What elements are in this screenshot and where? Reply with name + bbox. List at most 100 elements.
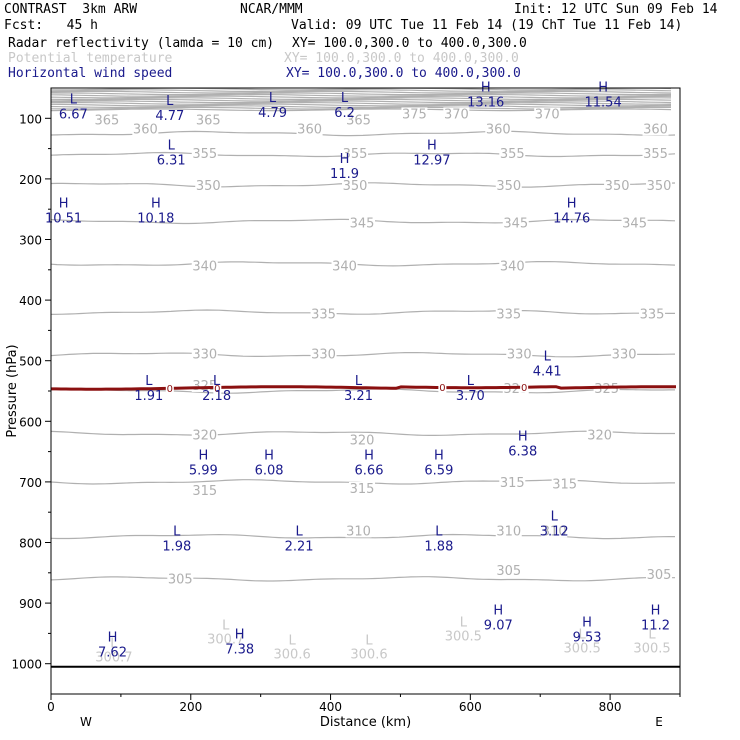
theta-label-bg — [191, 146, 218, 160]
theta-band-line — [50, 106, 671, 110]
y-tick-label: 400 — [19, 294, 42, 308]
wind-extremum-marker: H — [108, 631, 118, 646]
theta-label: 330 — [612, 347, 637, 362]
field-label-theta: Potential temperature — [8, 51, 173, 66]
theta-contour-330 — [50, 352, 676, 358]
theta-label-bg — [499, 475, 526, 489]
theta-label-bg — [310, 307, 337, 321]
theta-label: 360 — [643, 123, 668, 138]
theta-label: 330 — [507, 347, 532, 362]
wind-extremum-value: 11.54 — [585, 95, 622, 110]
theta-label: 350 — [496, 179, 521, 194]
wind-extremum-marker: H — [364, 449, 374, 464]
theta-label-bg — [443, 107, 470, 121]
y-axis-label: Pressure (hPa) — [5, 344, 20, 437]
theta-band-line — [50, 103, 672, 107]
theta-label: 310 — [346, 524, 371, 539]
wind-extremum-marker: H — [340, 152, 350, 167]
theta-band-line — [50, 94, 672, 97]
wind-extremum-value: 11.2 — [641, 618, 670, 633]
theta-label: 370 — [535, 107, 560, 122]
wind-extremum-marker: L — [213, 374, 221, 389]
theta-label-bg — [495, 178, 522, 192]
theta-label-bg — [167, 572, 194, 586]
theta-extremum-value: 300.6 — [274, 648, 311, 663]
theta-label: 315 — [192, 484, 217, 499]
theta-label-bg — [349, 433, 376, 447]
theta-label: 355 — [500, 147, 525, 162]
theta-label-bg — [642, 122, 669, 136]
theta-contour-325 — [50, 388, 675, 394]
theta-extremum-marker: L — [288, 634, 296, 649]
y-tick-label: 500 — [19, 355, 42, 369]
x-tick-label: 400 — [319, 700, 342, 714]
theta-label-bg — [132, 122, 159, 136]
field-xy-wind: XY= 100.0,300.0 to 400.0,300.0 — [286, 66, 521, 81]
theta-band-line — [50, 102, 672, 105]
theta-band-line — [50, 95, 672, 99]
wind-extremum-value: 3.21 — [344, 389, 373, 404]
reflectivity-label-bg — [165, 382, 174, 394]
theta-label-bg — [195, 178, 222, 192]
theta-label: 335 — [640, 307, 665, 322]
theta-label-bg — [195, 113, 222, 127]
theta-label: 360 — [486, 123, 511, 138]
theta-label: 365 — [346, 114, 371, 129]
theta-band-line — [50, 105, 672, 108]
y-tick-label: 1000 — [11, 658, 42, 672]
wind-extremum-value: 13.16 — [467, 95, 504, 110]
reflectivity-label-bg — [520, 381, 529, 393]
wind-extremum-marker: H — [198, 449, 208, 464]
theta-label-bg — [191, 259, 218, 273]
y-tick-label: 100 — [19, 112, 42, 126]
wind-extremum-marker: L — [173, 524, 181, 539]
theta-contour-310 — [50, 533, 675, 540]
theta-label: 355 — [343, 147, 368, 162]
wind-extremum-value: 2.18 — [202, 389, 231, 404]
theta-label: 350 — [196, 179, 221, 194]
theta-label: 330 — [192, 347, 217, 362]
wind-extremum-value: 6.66 — [355, 464, 384, 479]
wind-extremum-marker: L — [544, 349, 552, 364]
theta-label-bg — [639, 307, 666, 321]
valid-time: Valid: 09 UTC Tue 11 Feb 14 (19 ChT Tue … — [291, 18, 683, 33]
theta-label: 355 — [643, 147, 668, 162]
theta-label: 310 — [542, 524, 567, 539]
theta-label: 340 — [332, 260, 357, 275]
wind-extremum-value: 14.76 — [553, 212, 590, 227]
wind-extremum-value: 12.97 — [413, 153, 450, 168]
field-xy-theta: XY= 100.0,300.0 to 400.0,300.0 — [284, 51, 519, 66]
theta-label-bg — [534, 107, 561, 121]
wind-extremum-marker: L — [341, 91, 349, 106]
wind-extremum-marker: L — [145, 374, 153, 389]
theta-label-bg — [349, 481, 376, 495]
theta-label-bg — [345, 113, 372, 127]
x-tick-label: 600 — [459, 700, 482, 714]
wind-extremum-marker: H — [567, 197, 577, 212]
theta-label: 310 — [496, 524, 521, 539]
wind-extremum-marker: H — [493, 603, 503, 618]
y-tick-label: 200 — [19, 173, 42, 187]
y-tick-label: 300 — [19, 234, 42, 248]
wind-extremum-value: 5.99 — [189, 464, 218, 479]
theta-label-bg — [191, 483, 218, 497]
theta-label: 325 — [594, 382, 619, 397]
wind-extremum-value: 10.51 — [45, 212, 82, 227]
wind-extremum-marker: L — [168, 138, 176, 153]
wind-extremum-value: 6.2 — [334, 106, 355, 121]
x-end-right: E — [655, 715, 663, 729]
theta-label-bg — [604, 178, 631, 192]
field-label-wind: Horizontal wind speed — [8, 66, 173, 81]
wind-extremum-marker: H — [264, 449, 274, 464]
theta-label: 305 — [168, 572, 193, 587]
theta-label-bg — [296, 122, 323, 136]
theta-label-bg — [611, 347, 638, 361]
x-tick-label: 800 — [599, 700, 622, 714]
wind-extremum-value: 6.31 — [157, 153, 186, 168]
wind-extremum-value: 1.98 — [162, 539, 191, 554]
model-title: CONTRAST 3km ARW — [4, 2, 138, 17]
theta-label-bg — [495, 563, 522, 577]
theta-label-bg — [495, 307, 522, 321]
theta-band-line — [50, 100, 672, 104]
